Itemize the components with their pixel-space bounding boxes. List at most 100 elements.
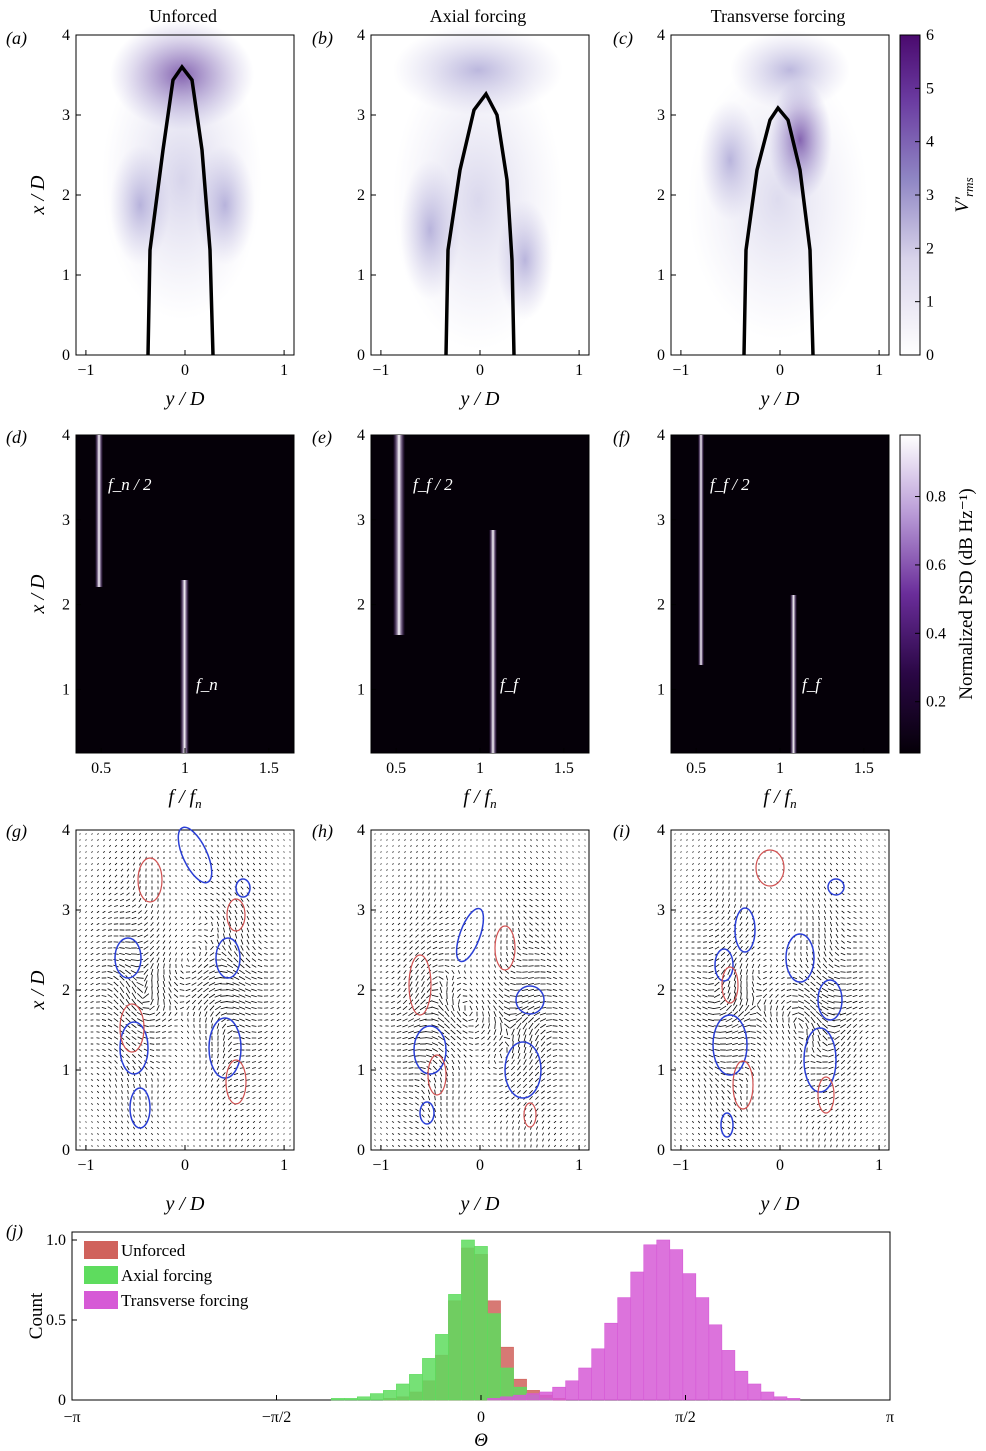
vector-arrow [385, 1090, 389, 1094]
vector-arrow [727, 934, 731, 938]
vector-arrow [277, 845, 279, 847]
vector-arrow [96, 935, 100, 937]
annot-fn-half: f_n / 2 [108, 475, 152, 494]
vector-arrow [421, 1089, 425, 1095]
vector-arrow [692, 851, 694, 853]
vector-arrow [740, 1102, 742, 1106]
vector-arrow [571, 952, 575, 956]
vector-arrow [283, 1031, 285, 1033]
vector-arrow [552, 989, 558, 991]
vector-arrow [426, 958, 432, 962]
vector-arrow [108, 911, 112, 913]
vector-arrow [528, 1022, 534, 1030]
vector-arrow [776, 1091, 778, 1093]
vector-arrow [782, 893, 784, 895]
vector-arrow [493, 1035, 497, 1041]
vector-arrow [289, 1031, 291, 1033]
vector-arrow [756, 1018, 762, 1022]
vector-arrow [452, 898, 454, 902]
vector-arrow [572, 1133, 574, 1135]
vector-arrow [277, 1109, 279, 1111]
vector-arrow [169, 922, 171, 926]
vector-arrow [270, 1054, 274, 1058]
vector-arrow [373, 1049, 377, 1051]
vector-arrow [233, 1060, 239, 1064]
vector-arrow [674, 1097, 676, 1099]
vector-arrow [397, 988, 401, 992]
vector-arrow [793, 1096, 797, 1100]
vector-arrow [476, 1103, 478, 1105]
vector-arrow [553, 1120, 557, 1124]
vector-arrow [679, 1025, 683, 1027]
vector-arrow [226, 970, 234, 974]
vector-arrow [440, 850, 442, 854]
vector-arrow [241, 1144, 243, 1148]
vector-arrow [733, 957, 737, 963]
vector-arrow [776, 875, 778, 877]
vector-arrow [733, 1090, 737, 1094]
vector-arrow [222, 1108, 226, 1112]
vector-arrow [733, 951, 737, 957]
vector-arrow [277, 875, 279, 877]
vector-arrow [739, 928, 743, 932]
vector-arrow [517, 1071, 521, 1077]
vector-arrow [79, 935, 81, 937]
vector-arrow [107, 1000, 113, 1004]
vector-arrow [534, 1065, 540, 1071]
vector-arrow [101, 1001, 107, 1003]
vector-arrow [757, 946, 761, 950]
vector-arrow [470, 970, 472, 974]
vector-arrow [464, 1145, 466, 1147]
vector-arrow [108, 845, 112, 847]
vector-arrow [415, 928, 419, 932]
vector-arrow [416, 839, 418, 841]
vector-arrow [475, 1061, 479, 1063]
vector-arrow [244, 1000, 252, 1004]
vector-arrow [566, 887, 568, 889]
vector-arrow [150, 934, 154, 938]
vector-arrow [763, 999, 767, 1005]
vector-arrow [373, 1019, 377, 1021]
vector-arrow [680, 905, 682, 907]
vector-arrow [222, 1072, 226, 1076]
vector-arrow [419, 1005, 427, 1011]
vector-arrow [271, 1121, 273, 1123]
vector-arrow [251, 994, 257, 998]
vector-arrow [787, 1011, 791, 1017]
vector-arrow [238, 1006, 246, 1010]
vector-arrow [78, 1001, 82, 1003]
vector-arrow [434, 845, 436, 847]
vector-arrow [763, 1023, 767, 1029]
vector-arrow [392, 869, 394, 871]
vector-arrow [238, 982, 246, 986]
vector-arrow [529, 910, 533, 914]
vector-arrow [379, 1025, 383, 1027]
vector-arrow [715, 1126, 719, 1130]
vector-arrow [565, 1018, 569, 1022]
vector-arrow [246, 921, 250, 927]
vector-arrow [403, 1145, 407, 1147]
vector-arrow [139, 832, 141, 836]
vector-arrow [109, 1126, 111, 1130]
vector-arrow [517, 1028, 521, 1036]
vector-arrow [97, 868, 99, 872]
vector-arrow [438, 976, 444, 980]
vector-arrow [529, 862, 533, 866]
vector-arrow [493, 976, 497, 980]
vector-arrow [120, 856, 124, 860]
vector-arrow [409, 934, 413, 938]
vector-arrow [246, 898, 250, 902]
vector-arrow [270, 887, 274, 889]
vector-arrow [270, 1048, 274, 1052]
vector-arrow [708, 970, 714, 974]
vector-arrow [493, 982, 497, 986]
vector-arrow [161, 1018, 167, 1022]
vector-arrow [540, 1047, 546, 1053]
vector-arrow [541, 934, 545, 938]
vector-arrow [715, 1108, 719, 1112]
vector-arrow [251, 976, 257, 980]
vector-arrow [133, 1114, 135, 1118]
vector-arrow [96, 1067, 100, 1069]
vector-arrow [794, 904, 796, 908]
vector-arrow [770, 917, 772, 919]
